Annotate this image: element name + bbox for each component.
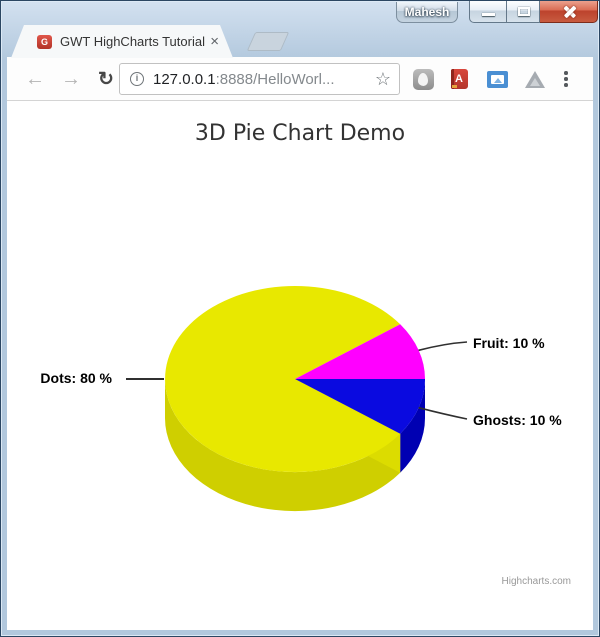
pie-slice-dots[interactable] [165, 286, 401, 473]
reload-icon[interactable]: ↻ [98, 68, 114, 90]
forward-icon[interactable]: → [61, 67, 81, 90]
url-text[interactable]: 127.0.0.1:8888/HelloWorl... [153, 71, 375, 88]
address-bar[interactable]: i 127.0.0.1:8888/HelloWorl... ☆ [119, 63, 400, 95]
connector-fruit [418, 341, 468, 352]
data-label-ghosts: Ghosts: 10 % [473, 412, 562, 428]
minimize-button[interactable] [469, 1, 506, 23]
chart-title: 3D Pie Chart Demo [194, 121, 406, 146]
data-label-fruit: Fruit: 10 % [473, 335, 545, 351]
browser-toolbar: ← → ↻ i 127.0.0.1:8888/HelloWorl... ☆ A [7, 57, 593, 101]
pie-slice-ghosts-side[interactable] [400, 379, 426, 473]
data-label-dots: Dots: 80 % [40, 370, 112, 386]
chrome-menu-icon[interactable] [555, 57, 577, 101]
close-icon [563, 5, 577, 18]
photos-extension-icon[interactable] [485, 57, 509, 101]
page-info-icon[interactable]: i [130, 72, 144, 86]
gwt-favicon-icon: G [37, 34, 52, 49]
maximize-button[interactable] [506, 1, 540, 23]
page-content: 3D Pie Chart Demo Dots: 80 % Fruit: 10 %… [7, 101, 593, 630]
drive-extension-icon[interactable] [523, 57, 547, 101]
highcharts-credits[interactable]: Highcharts.com [501, 576, 571, 587]
minimize-icon [482, 13, 495, 16]
tab-title: GWT HighCharts Tutorial [60, 34, 205, 49]
pie-slice-ghosts[interactable] [295, 379, 426, 434]
maximize-icon [518, 7, 530, 16]
bookmark-star-icon[interactable]: ☆ [374, 68, 391, 89]
close-button[interactable] [540, 1, 598, 23]
back-icon[interactable]: ← [25, 67, 45, 90]
url-host: 127.0.0.1 [153, 70, 216, 88]
pie-slice-dots-side[interactable] [164, 379, 401, 512]
connector-ghosts [418, 406, 468, 420]
url-path: :8888/HelloWorl... [215, 70, 335, 88]
pie-slice-fruit[interactable] [295, 324, 426, 379]
profile-button[interactable]: Mahesh [396, 2, 458, 23]
session-extension-icon[interactable] [411, 57, 435, 101]
title-bar[interactable]: Mahesh [1, 1, 599, 57]
pie-chart [126, 286, 468, 512]
window-controls [469, 1, 598, 23]
dictionary-extension-icon[interactable]: A [447, 57, 471, 101]
tab-close-icon[interactable]: × [210, 33, 219, 50]
browser-tab[interactable]: G GWT HighCharts Tutorial × [11, 25, 233, 58]
